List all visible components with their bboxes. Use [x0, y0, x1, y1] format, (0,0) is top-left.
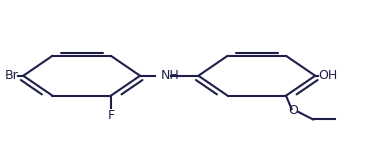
- Text: Br: Br: [5, 69, 19, 82]
- Text: F: F: [107, 109, 115, 122]
- Text: OH: OH: [318, 69, 338, 82]
- Text: NH: NH: [161, 69, 180, 82]
- Text: O: O: [288, 104, 299, 117]
